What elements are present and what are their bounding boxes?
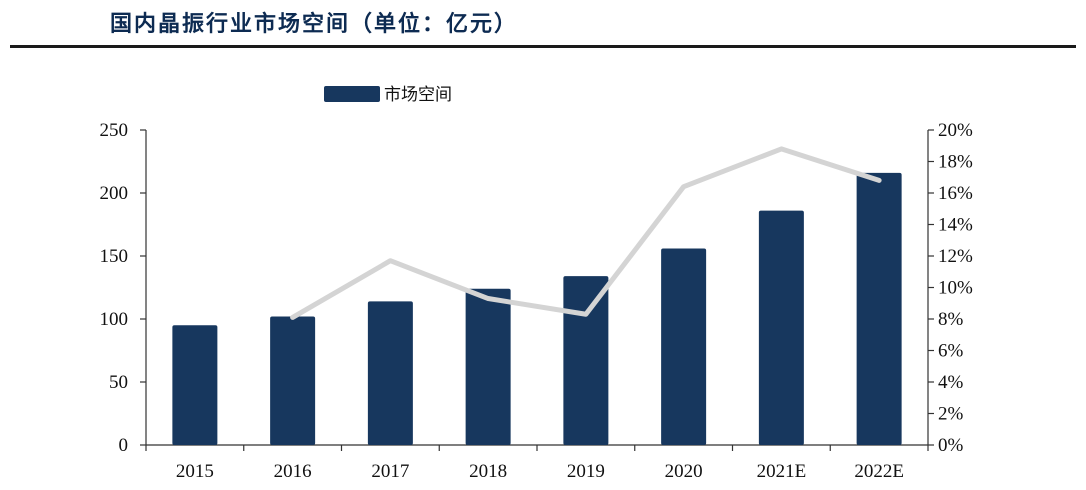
growth-point	[683, 186, 685, 188]
y-right-tick-label: 14%	[938, 215, 973, 236]
bar-2020	[661, 248, 707, 445]
bar-2019	[563, 276, 609, 445]
y-left-tick-label: 150	[100, 246, 129, 267]
y-right-tick-label: 6%	[938, 341, 964, 362]
growth-point	[292, 316, 294, 318]
y-right-tick-label: 8%	[938, 309, 964, 330]
y-right-tick-label: 0%	[938, 435, 964, 456]
title-divider	[10, 45, 1076, 48]
x-tick-label: 2019	[567, 461, 605, 482]
bar-2021E	[758, 210, 804, 445]
x-tick-label: 2016	[274, 461, 312, 482]
x-tick-label: 2020	[665, 461, 703, 482]
y-right-tick-label: 2%	[938, 404, 964, 425]
legend-swatch-bar	[324, 86, 380, 102]
axes: 0 50 100 150 200 250 0% 2% 4% 6% 8% 10% 12% 14% 16% 18%…	[100, 120, 974, 482]
growth-point	[487, 298, 489, 300]
growth-point	[585, 313, 587, 315]
y-left-tick-label: 200	[100, 183, 129, 204]
y-left-tick-label: 0	[119, 435, 129, 456]
y-left-tick-label: 50	[109, 372, 128, 393]
y-right-tick-label: 10%	[938, 278, 973, 299]
y-right-tick-label: 12%	[938, 246, 973, 267]
legend: 市场空间	[324, 85, 452, 105]
x-tick-label: 2018	[469, 461, 507, 482]
y-left-tick-label: 100	[100, 309, 129, 330]
growth-point	[878, 179, 880, 181]
bar-2015	[172, 325, 218, 445]
y-right-tick-label: 16%	[938, 183, 973, 204]
y-left-tick-label: 250	[100, 120, 129, 141]
y-right-tick-label: 20%	[938, 120, 973, 141]
growth-point	[780, 148, 782, 150]
bar-2016	[270, 316, 316, 445]
bar-2022E	[856, 172, 902, 445]
bar-2018	[465, 288, 511, 445]
chart-title: 国内晶振行业市场空间（单位：亿元）	[110, 12, 519, 37]
legend-label-bar: 市场空间	[384, 85, 452, 105]
x-tick-label: 2017	[371, 461, 409, 482]
bar-2017	[367, 301, 413, 445]
y-right-tick-label: 18%	[938, 152, 973, 173]
growth-point	[389, 260, 391, 262]
x-tick-label: 2021E	[757, 461, 807, 482]
growth-line	[290, 146, 882, 320]
y-right-tick-label: 4%	[938, 372, 964, 393]
x-tick-label: 2015	[176, 461, 214, 482]
x-tick-label: 2022E	[854, 461, 904, 482]
bars	[172, 172, 902, 445]
